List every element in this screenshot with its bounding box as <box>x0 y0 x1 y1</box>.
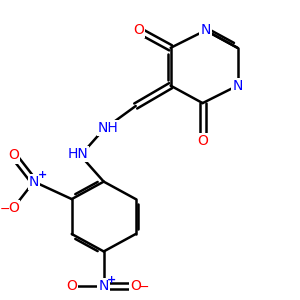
Text: HN: HN <box>67 147 88 161</box>
Text: N: N <box>200 23 211 38</box>
Text: −: − <box>139 281 149 294</box>
Text: O: O <box>130 279 141 293</box>
Text: O: O <box>8 148 19 163</box>
Text: N: N <box>232 79 243 93</box>
Text: +: + <box>38 170 47 180</box>
Text: −: − <box>0 203 11 216</box>
Text: N: N <box>98 279 109 293</box>
Text: O: O <box>66 279 77 293</box>
Text: +: + <box>107 275 116 285</box>
Text: O: O <box>197 134 208 148</box>
Text: N: N <box>29 175 39 189</box>
Text: O: O <box>8 201 19 215</box>
Text: O: O <box>133 23 144 38</box>
Text: NH: NH <box>98 121 118 135</box>
